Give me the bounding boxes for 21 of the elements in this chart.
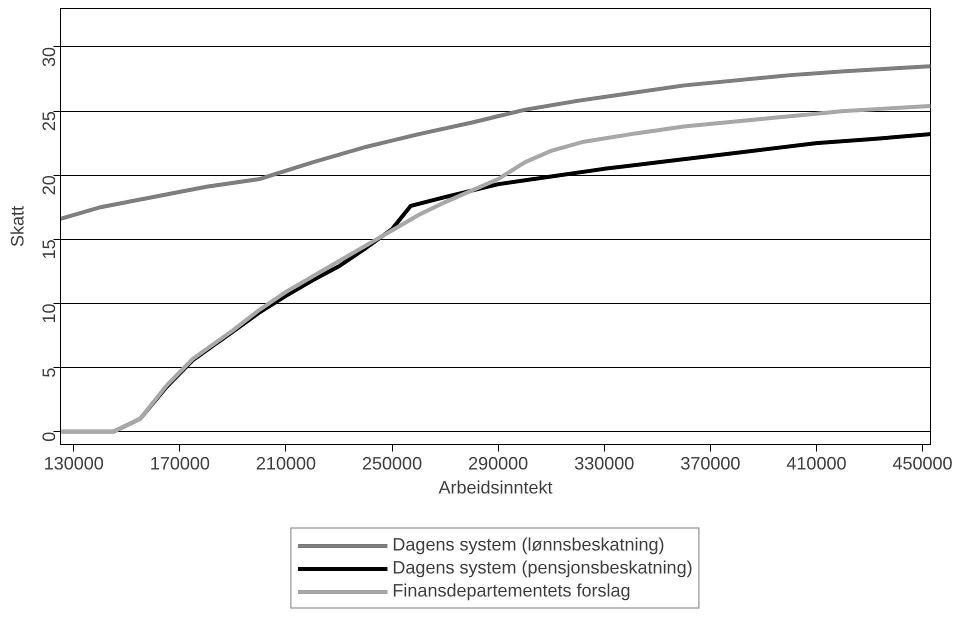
x-tick-label: 130000 <box>44 454 104 474</box>
y-tick-label: 5 <box>39 368 59 378</box>
x-tick-label: 250000 <box>362 454 422 474</box>
y-tick-label: 30 <box>39 46 59 67</box>
x-tick-label: 290000 <box>468 454 528 474</box>
x-tick-label: 370000 <box>680 454 740 474</box>
x-tick-label: 170000 <box>150 454 210 474</box>
x-tick-label: 210000 <box>256 454 316 474</box>
x-tick-label: 410000 <box>786 454 846 474</box>
y-axis-title: Skatt <box>8 206 28 248</box>
x-tick-label: 450000 <box>892 454 953 474</box>
y-tick-label: 0 <box>39 432 59 442</box>
legend-label: Dagens system (pensjonsbeskatning) <box>392 558 693 578</box>
legend-label: Finansdepartementets forslag <box>392 580 631 602</box>
y-tick-label: 20 <box>39 175 59 196</box>
y-tick-label: 10 <box>39 303 59 324</box>
x-axis-title: Arbeidsinntekt <box>438 478 553 498</box>
x-tick-label: 330000 <box>574 454 634 474</box>
y-tick-label: 15 <box>39 239 59 260</box>
legend-label: Dagens system (lønnsbeskatning) <box>392 534 665 556</box>
y-tick-label: 25 <box>39 111 59 132</box>
